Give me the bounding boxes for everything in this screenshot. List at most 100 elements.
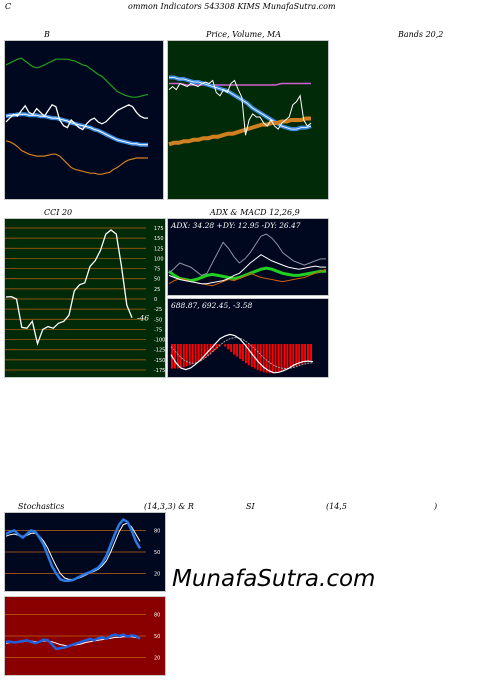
price-ma-orange <box>168 116 311 147</box>
macd-histogram-bar <box>242 344 244 362</box>
bands-title-left: B <box>44 30 50 39</box>
adx-dx-line <box>168 233 326 276</box>
macd-histogram-bar <box>259 344 262 372</box>
rsi-chart: 80 50 20 <box>4 596 166 676</box>
macd-histogram-bar <box>215 344 218 350</box>
macd-histogram-bar <box>268 344 271 374</box>
macd-histogram-bar <box>256 344 259 371</box>
macd-histogram-bar <box>265 344 268 373</box>
adx-macd-title: ADX & MACD 12,26,9 <box>210 208 300 217</box>
stoch-title-e: ) <box>434 502 438 511</box>
macd-histogram-bar <box>182 344 185 368</box>
cci-line <box>5 229 133 346</box>
macd-histogram-bar <box>203 344 206 358</box>
cci-tick-label: 25 <box>154 287 160 293</box>
macd-histogram-bar <box>191 344 194 365</box>
cci-last-value: -46 <box>137 314 149 323</box>
macd-histogram-bar <box>206 344 209 357</box>
cci-tick-label: 75 <box>154 267 160 273</box>
macd-histogram-bar <box>227 344 230 350</box>
bollinger-upper-band <box>5 57 149 98</box>
adx-panel-frame <box>167 218 329 296</box>
macd-histogram-bar <box>280 344 283 372</box>
cci-tick-label: -100 <box>154 338 165 344</box>
macd-histogram-bar <box>277 344 280 373</box>
stoch-main-line <box>5 518 142 583</box>
bands-title-mid: Price, Volume, MA <box>206 30 282 39</box>
macd-chart: 688.87, 692.45, -3.58 <box>167 298 329 378</box>
macd-histogram-bar <box>173 344 176 369</box>
cci-tick-label: -125 <box>154 348 165 354</box>
macd-histogram-bar <box>212 344 215 352</box>
macd-histogram-bar <box>200 344 203 360</box>
macd-histogram-bar <box>176 344 179 369</box>
stochastics-chart: 80 50 20 <box>4 512 166 592</box>
stoch-title-a: Stochastics <box>18 502 65 511</box>
watermark: MunafaSutra.com <box>172 566 376 592</box>
price-ma-magenta <box>169 82 311 86</box>
stoch-title-b: (14,3,3) & R <box>144 502 194 511</box>
stoch-tick-label: 80 <box>154 528 160 534</box>
macd-histogram-bar <box>239 344 241 359</box>
macd-histogram-bar <box>289 344 292 368</box>
rsi-main-line <box>6 633 141 651</box>
rsi-tick-label: 20 <box>154 656 160 662</box>
cci-tick-label: -25 <box>154 307 162 313</box>
price-volume-ma-chart <box>167 40 329 200</box>
price-line <box>168 79 312 136</box>
bollinger-lower-band <box>5 140 148 175</box>
macd-histogram-bar <box>298 344 301 365</box>
bollinger-panel-frame <box>4 40 164 200</box>
macd-histogram-bar <box>295 344 298 366</box>
macd-histogram-bar <box>247 344 250 366</box>
price-ma-white <box>169 77 312 130</box>
cci-tick-label: 175 <box>154 226 164 232</box>
macd-histogram-bar <box>286 344 289 370</box>
cci-tick-label: -75 <box>154 327 162 333</box>
bollinger-bands-chart <box>4 40 164 200</box>
macd-histogram-bar <box>271 344 274 374</box>
cci-tick-label: -50 <box>154 317 162 323</box>
stoch-title-d: (14,5 <box>326 502 347 511</box>
rsi-tick-label: 50 <box>154 634 160 640</box>
macd-histogram-bar <box>185 344 188 367</box>
header-title: ommon Indicators 543308 KIMS MunafaSutra… <box>128 2 336 11</box>
header-title-left: C <box>5 2 12 11</box>
macd-histogram-bar <box>194 344 197 363</box>
rsi-tick-label: 80 <box>154 612 160 618</box>
macd-histogram-bar <box>230 344 233 352</box>
cci-chart: 175 150 125 100 75 50 25 0 -25 -50 -75 -100 -125 -150… <box>4 218 166 378</box>
cci-tick-label: 125 <box>154 246 164 252</box>
macd-histogram-bar <box>292 344 295 367</box>
adx-readout: ADX: 34.28 +DY: 12.95 -DY: 26.47 <box>170 221 301 230</box>
cci-tick-label: -150 <box>154 358 165 364</box>
macd-histogram-bar <box>179 344 182 368</box>
bollinger-ma-white <box>5 113 148 146</box>
macd-histogram-bar <box>274 344 277 373</box>
macd-histogram-bar <box>307 344 310 362</box>
macd-signal-line <box>170 337 314 369</box>
macd-histogram-bar <box>233 344 236 355</box>
cci-tick-label: -175 <box>154 368 165 374</box>
cci-tick-label: 100 <box>154 256 164 262</box>
stoch-tick-label: 20 <box>154 572 160 578</box>
macd-readout: 688.87, 692.45, -3.58 <box>171 301 252 310</box>
stoch-title-c: SI <box>246 502 255 511</box>
cci-tick-label: 150 <box>154 236 164 242</box>
cci-tick-label: 50 <box>154 277 160 283</box>
macd-histogram-bar <box>188 344 191 366</box>
macd-histogram-bar <box>304 344 307 363</box>
macd-line <box>170 333 314 374</box>
macd-histogram-bar <box>250 344 253 367</box>
adx-chart: ADX: 34.28 +DY: 12.95 -DY: 26.47 <box>167 218 329 296</box>
macd-histogram-bar <box>224 344 227 347</box>
macd-panel-frame <box>167 298 329 378</box>
macd-histogram-bar <box>301 344 304 364</box>
macd-histogram-bar <box>283 344 286 371</box>
macd-histogram-bar <box>236 344 239 357</box>
macd-histogram-bar <box>253 344 256 369</box>
cci-panel-frame <box>4 218 166 378</box>
bollinger-price <box>5 103 148 131</box>
cci-tick-label: 0 <box>154 297 157 303</box>
bands-title-right: Bands 20,2 <box>398 30 444 39</box>
